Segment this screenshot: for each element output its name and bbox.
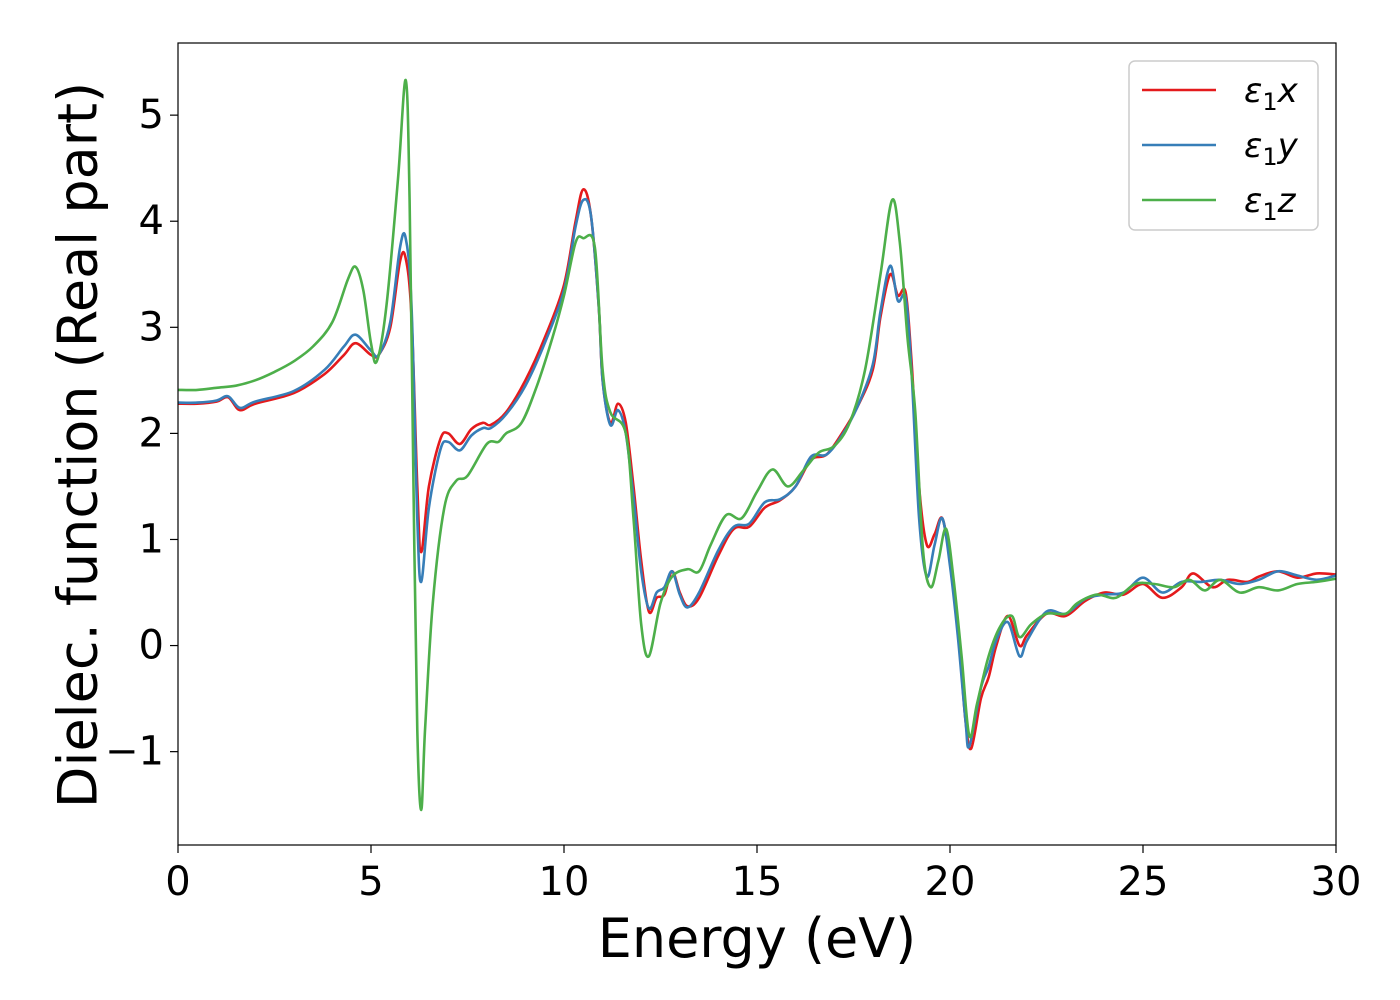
y-tick-label: 3	[139, 304, 164, 350]
x-tick-label: 0	[165, 859, 190, 905]
legend-label-subscript: 1	[1262, 198, 1277, 226]
x-axis-ticks: 0 5 10 15 20 25 30	[165, 845, 1361, 905]
y-axis-ticks: −1 0 1 2 3 4 5	[105, 92, 178, 775]
x-tick-label: 30	[1311, 859, 1362, 905]
legend-label-symbol: ε	[1244, 126, 1262, 166]
y-tick-label: −1	[105, 729, 164, 775]
x-tick-label: 10	[539, 859, 590, 905]
x-tick-label: 25	[1118, 859, 1169, 905]
series-lines	[178, 78, 1336, 812]
legend-label: ε1x	[1244, 71, 1299, 116]
x-axis-title: Energy (eV)	[598, 907, 917, 970]
legend-label-symbol: ε	[1244, 181, 1262, 221]
series-line-e1z	[178, 78, 1336, 812]
legend-label-variable: x	[1277, 71, 1299, 111]
legend-label: ε1z	[1244, 181, 1297, 226]
legend-label: ε1y	[1244, 126, 1299, 171]
y-tick-label: 1	[139, 516, 164, 562]
y-axis-title: Dielec. function (Real part)	[47, 82, 110, 808]
legend-box	[1128, 60, 1319, 231]
y-tick-label: 4	[139, 198, 164, 244]
x-tick-label: 15	[732, 859, 783, 905]
y-tick-label: 0	[139, 623, 164, 669]
x-tick-label: 20	[925, 859, 976, 905]
x-tick-label: 5	[358, 859, 383, 905]
legend-label-symbol: ε	[1244, 71, 1262, 111]
legend-label-variable: z	[1277, 181, 1297, 221]
legend-label-subscript: 1	[1262, 143, 1277, 171]
y-tick-label: 2	[139, 410, 164, 456]
legend-label-variable: y	[1277, 126, 1299, 166]
y-tick-label: 5	[139, 92, 164, 138]
series-line-e1y	[178, 197, 1336, 749]
legend-label-subscript: 1	[1262, 88, 1277, 116]
